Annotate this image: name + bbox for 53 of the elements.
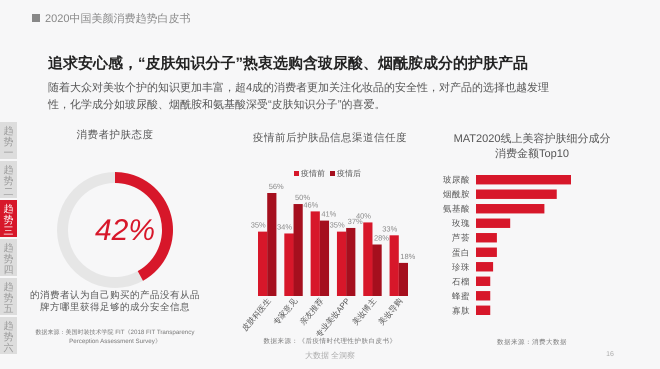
x-tick-label: 美妆博主 [350, 296, 378, 327]
bar [476, 204, 544, 214]
bar [346, 228, 356, 296]
bar [310, 211, 320, 296]
bar [476, 276, 490, 286]
chart-title: 疫情前后护肤品信息渠道信任度 [253, 131, 407, 144]
bar [476, 248, 497, 257]
y-tick-label: 寡肽 [452, 305, 470, 316]
bar [476, 218, 510, 228]
bar [267, 193, 276, 296]
bar [294, 204, 303, 296]
text: 趋势四 [4, 242, 14, 276]
text: 趋势二 [4, 164, 14, 198]
text: 趋势三 [4, 203, 14, 237]
text: 趋势一 [4, 125, 14, 159]
text: 大数据 全洞察 [304, 351, 356, 360]
text: 的消费者认为自己购买的产品没有从品牌方哪里获得足够的成分安全信息 [30, 289, 200, 313]
y-tick-label: 石榴 [452, 276, 470, 286]
bar [258, 232, 268, 296]
y-tick-label: 蛋白 [452, 247, 470, 258]
y-tick-label: 氨基酸 [443, 204, 470, 214]
text: 追求安心感，“皮肤知识分子”热衷选购含玻尿酸、烟酰胺成分的护肤产品 [47, 54, 528, 72]
y-tick-label: 珍珠 [452, 262, 470, 272]
data-label: 42% [94, 214, 156, 247]
bar [476, 175, 571, 184]
y-tick-label: 烟酰胺 [443, 189, 470, 200]
bar [476, 190, 557, 199]
text: 趋势五 [4, 281, 14, 315]
text: 趋势六 [4, 320, 14, 354]
bar [320, 220, 330, 296]
bar [398, 262, 408, 296]
text: 随着大众对美妆个护的知识更加丰富，超4成的消费者更加关注化妆品的安全性，对产品的选择也越发理性，化学成分如玻尿酸、烟酰胺和氨基酸深受“皮肤知识分子”的喜爱。 [47, 81, 550, 111]
x-tick-label: 专家意见 [272, 296, 300, 327]
text: 2020中国美颜消费趋势白皮书 [45, 12, 190, 25]
bar [476, 306, 490, 315]
bar [363, 222, 372, 296]
x-tick-label: 美妆导购 [376, 296, 404, 327]
bar [372, 244, 382, 296]
legend-label: 疫情后 [337, 169, 361, 178]
legend-label: 疫情前 [301, 169, 325, 178]
y-tick-label: 玫瑰 [452, 218, 470, 228]
y-tick-label: 玻尿酸 [443, 174, 470, 185]
chart-title: MAT2020线上美容护肤细分成分消费金额Top10 [454, 132, 610, 160]
y-tick-label: 蜂蜜 [452, 290, 470, 301]
chart-title: 消费者护肤态度 [76, 128, 154, 141]
x-tick-label: 皮肤科医生 [240, 296, 273, 333]
bar [476, 262, 494, 272]
bar [284, 233, 294, 296]
y-tick-label: 芦荟 [452, 232, 470, 243]
bar [476, 291, 490, 300]
bar [390, 235, 399, 296]
bar [476, 233, 497, 242]
bar [336, 232, 346, 296]
